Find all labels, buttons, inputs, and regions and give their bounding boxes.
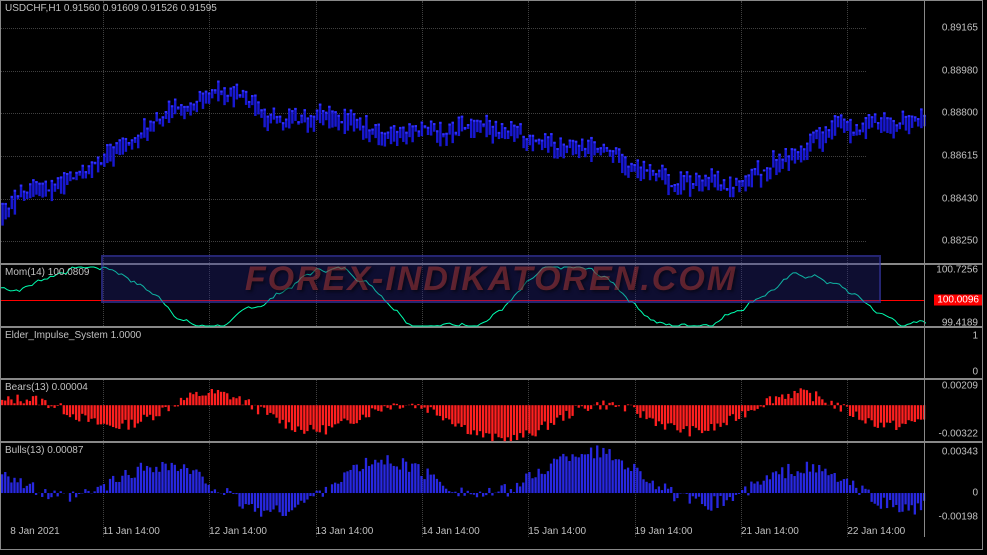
price-yaxis: 0.882500.884300.886150.888000.889800.891… bbox=[924, 1, 982, 263]
time-axis: 8 Jan 202111 Jan 14:0012 Jan 14:0013 Jan… bbox=[1, 523, 924, 537]
bulls-yaxis: -0.001980.003430 bbox=[924, 443, 982, 537]
price-title: USDCHF,H1 0.91560 0.91609 0.91526 0.9159… bbox=[5, 3, 217, 14]
momentum-yaxis: 100.0096 99.4189100.7256 bbox=[924, 265, 982, 326]
momentum-title: Mom(14) 100.0809 bbox=[5, 267, 90, 278]
bears-plot[interactable] bbox=[1, 380, 924, 441]
bears-panel[interactable]: Bears(13) 0.00004 -0.003220.00209 bbox=[1, 379, 982, 442]
elder-impulse-panel[interactable]: Elder_Impulse_System 1.0000 10 bbox=[1, 327, 982, 379]
momentum-panel[interactable]: Mom(14) 100.0809 100.0096 99.4189100.725… bbox=[1, 264, 982, 327]
bears-yaxis: -0.003220.00209 bbox=[924, 380, 982, 441]
bulls-title: Bulls(13) 0.00087 bbox=[5, 445, 83, 456]
bears-title: Bears(13) 0.00004 bbox=[5, 382, 88, 393]
price-panel[interactable]: USDCHF,H1 0.91560 0.91609 0.91526 0.9159… bbox=[1, 1, 982, 264]
bulls-panel[interactable]: Bulls(13) 0.00087 -0.001980.003430 8 Jan… bbox=[1, 442, 982, 537]
momentum-plot[interactable] bbox=[1, 265, 924, 326]
chart-container[interactable]: USDCHF,H1 0.91560 0.91609 0.91526 0.9159… bbox=[0, 0, 983, 550]
elder-impulse-title: Elder_Impulse_System 1.0000 bbox=[5, 330, 141, 341]
elder-impulse-yaxis: 10 bbox=[924, 328, 982, 378]
momentum-price-tag: 100.0096 bbox=[934, 294, 982, 305]
price-plot[interactable] bbox=[1, 1, 924, 263]
